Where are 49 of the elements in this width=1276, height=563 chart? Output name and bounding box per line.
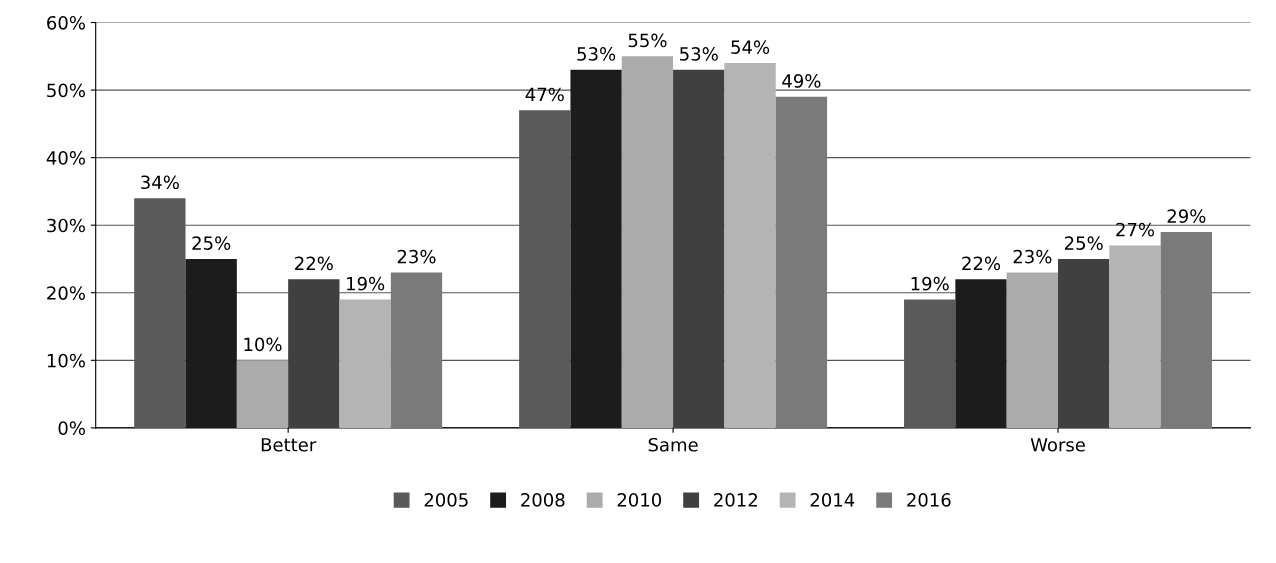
data-label: 22% <box>962 256 1001 271</box>
bar <box>1006 272 1059 428</box>
legend-label: 2014 <box>810 493 855 507</box>
bar <box>570 69 622 428</box>
legend-label: 2012 <box>714 493 757 507</box>
y-tick-label: 30% <box>47 218 85 233</box>
legend-label: 2010 <box>617 493 662 507</box>
legend-label: 2008 <box>521 493 565 507</box>
bar <box>236 360 289 428</box>
data-label: 23% <box>1013 249 1052 264</box>
data-label: 10% <box>244 337 282 352</box>
y-tick-label: 50% <box>47 83 85 98</box>
data-label: 19% <box>347 276 385 291</box>
bar <box>390 272 443 428</box>
data-label: 53% <box>680 47 718 61</box>
bar <box>673 69 725 428</box>
bar <box>1109 245 1161 428</box>
data-label: 27% <box>1116 222 1155 237</box>
data-label: 23% <box>397 249 436 264</box>
data-label: 54% <box>731 40 770 54</box>
data-label: 29% <box>1167 209 1206 223</box>
bar <box>1058 258 1110 428</box>
x-tick-label: Worse <box>1030 438 1085 452</box>
bar <box>1160 231 1212 428</box>
data-label: 22% <box>295 256 333 271</box>
x-tick-label: Same <box>648 437 698 452</box>
bar <box>775 96 828 428</box>
y-tick-label: 20% <box>47 286 85 300</box>
bar <box>621 56 674 428</box>
bar <box>288 279 340 428</box>
bar <box>955 279 1007 428</box>
data-label: 53% <box>577 47 616 61</box>
bar <box>185 258 237 428</box>
data-label: 19% <box>911 276 949 291</box>
data-label: 34% <box>141 175 179 190</box>
legend-label: 2005 <box>424 493 468 507</box>
legend-label: 2016 <box>907 493 951 507</box>
data-label: 25% <box>192 236 231 250</box>
y-tick-label: 0% <box>58 421 85 435</box>
bar <box>724 63 776 428</box>
data-label: 47% <box>525 87 564 102</box>
data-label: 55% <box>628 33 667 48</box>
y-tick-label: 40% <box>46 151 85 165</box>
y-tick-label: 60% <box>47 15 85 30</box>
data-label: 25% <box>1064 236 1103 250</box>
data-label: 49% <box>782 74 821 88</box>
y-tick-label: 10% <box>47 353 85 368</box>
x-tick-label: Better <box>261 438 317 452</box>
bar <box>339 299 391 428</box>
